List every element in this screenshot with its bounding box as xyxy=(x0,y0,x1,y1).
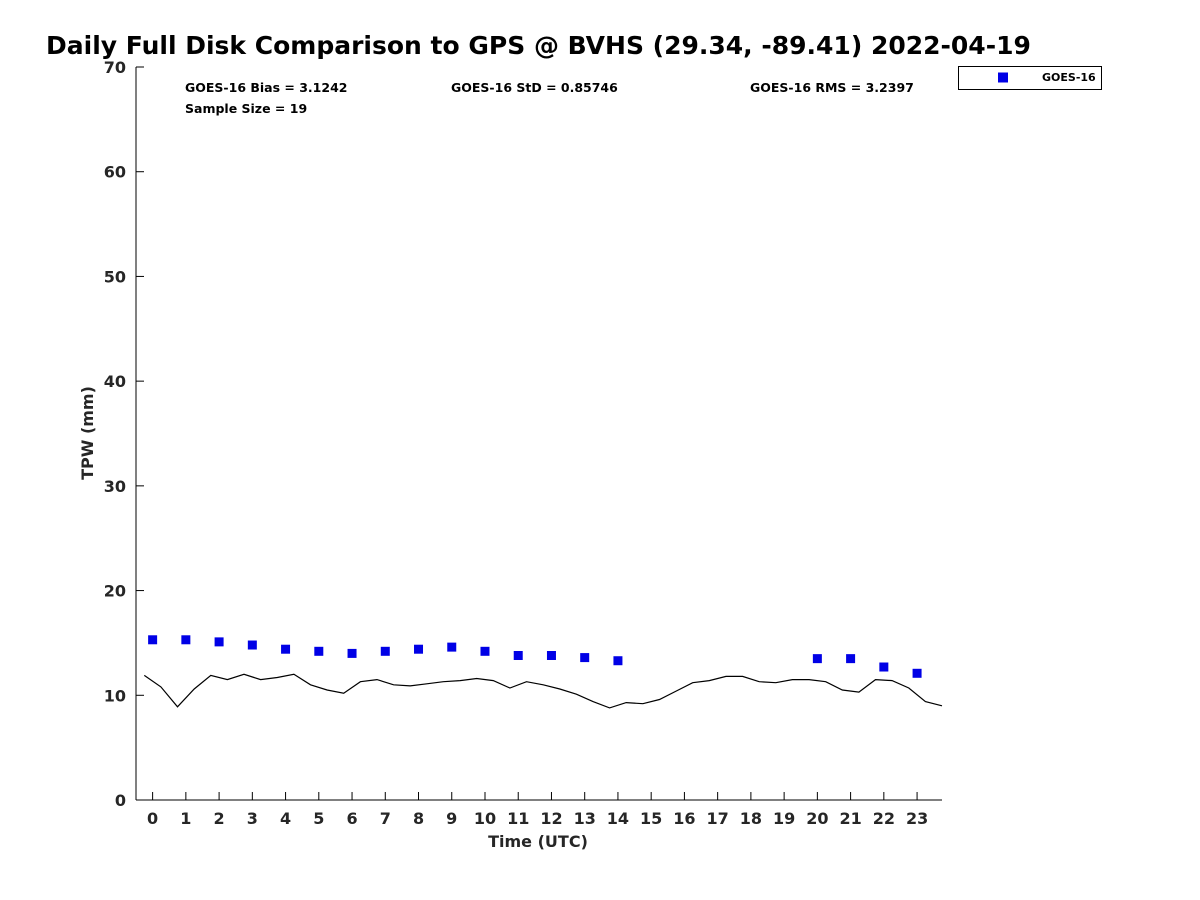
x-tick-label: 20 xyxy=(806,809,828,828)
plot-area xyxy=(143,635,943,709)
goes16-point xyxy=(447,642,457,652)
x-tick-label: 7 xyxy=(380,809,391,828)
goes16-point xyxy=(148,635,158,645)
goes16-point xyxy=(846,654,856,664)
x-axis-label: Time (UTC) xyxy=(488,832,588,851)
bias-stat: GOES-16 Bias = 3.1242 xyxy=(185,80,347,95)
x-tick-label: 8 xyxy=(413,809,424,828)
x-tick-label: 1 xyxy=(180,809,191,828)
legend: GOES-16 xyxy=(958,66,1102,90)
goes16-point xyxy=(546,650,556,660)
x-tick-label: 6 xyxy=(346,809,357,828)
y-tick-label: 50 xyxy=(104,267,126,286)
goes16-point xyxy=(347,648,357,658)
x-tick-label: 18 xyxy=(740,809,762,828)
goes16-point xyxy=(812,654,822,664)
x-tick-label: 3 xyxy=(247,809,258,828)
x-tick-label: 13 xyxy=(574,809,596,828)
x-axis: 0 1 2 3 4 5 6 7 8 9 10 11 12 13 14 15 16 17 18 19 20 21 22 23 xyxy=(136,792,942,828)
y-tick-label: 40 xyxy=(104,372,126,391)
y-tick-label: 20 xyxy=(104,582,126,601)
goes16-point xyxy=(580,653,590,663)
x-tick-label: 22 xyxy=(873,809,895,828)
x-tick-label: 12 xyxy=(540,809,562,828)
x-tick-label: 15 xyxy=(640,809,662,828)
goes16-point xyxy=(247,640,257,650)
sample-size-stat: Sample Size = 19 xyxy=(185,101,307,116)
goes16-point xyxy=(314,646,324,656)
x-tick-label: 14 xyxy=(607,809,629,828)
goes16-point xyxy=(214,637,224,647)
std-stat: GOES-16 StD = 0.85746 xyxy=(451,80,618,95)
x-tick-label: 23 xyxy=(906,809,928,828)
goes16-point xyxy=(281,644,291,654)
x-tick-label: 5 xyxy=(313,809,324,828)
goes16-point xyxy=(513,650,523,660)
chart-title: Daily Full Disk Comparison to GPS @ BVHS… xyxy=(46,31,1031,60)
x-tick-label: 19 xyxy=(773,809,795,828)
y-axis: 0 10 20 30 40 50 60 70 xyxy=(104,58,144,810)
x-tick-label: 2 xyxy=(214,809,225,828)
x-tick-label: 11 xyxy=(507,809,529,828)
goes16-point xyxy=(480,646,490,656)
y-tick-label: 30 xyxy=(104,477,126,496)
legend-box xyxy=(958,66,1102,90)
y-tick-label: 70 xyxy=(104,58,126,77)
x-tick-label: 9 xyxy=(446,809,457,828)
gps-line xyxy=(143,673,943,709)
goes16-point xyxy=(181,635,191,645)
y-tick-label: 10 xyxy=(104,686,126,705)
x-tick-label: 21 xyxy=(839,809,861,828)
x-tick-label: 10 xyxy=(474,809,496,828)
x-tick-label: 17 xyxy=(707,809,729,828)
x-tick-label: 16 xyxy=(673,809,695,828)
x-tick-label: 4 xyxy=(280,809,291,828)
x-tick-label: 0 xyxy=(147,809,158,828)
y-axis-label: TPW (mm) xyxy=(78,386,97,480)
goes16-point xyxy=(613,656,623,666)
y-tick-label: 0 xyxy=(115,791,126,810)
goes16-point xyxy=(879,662,889,672)
goes16-point xyxy=(414,644,424,654)
goes16-point xyxy=(380,646,390,656)
y-tick-label: 60 xyxy=(104,163,126,182)
rms-stat: GOES-16 RMS = 3.2397 xyxy=(750,80,914,95)
goes16-point xyxy=(912,668,922,678)
legend-marker-goes16 xyxy=(998,72,1008,83)
legend-label-goes16: GOES-16 xyxy=(1042,71,1096,84)
